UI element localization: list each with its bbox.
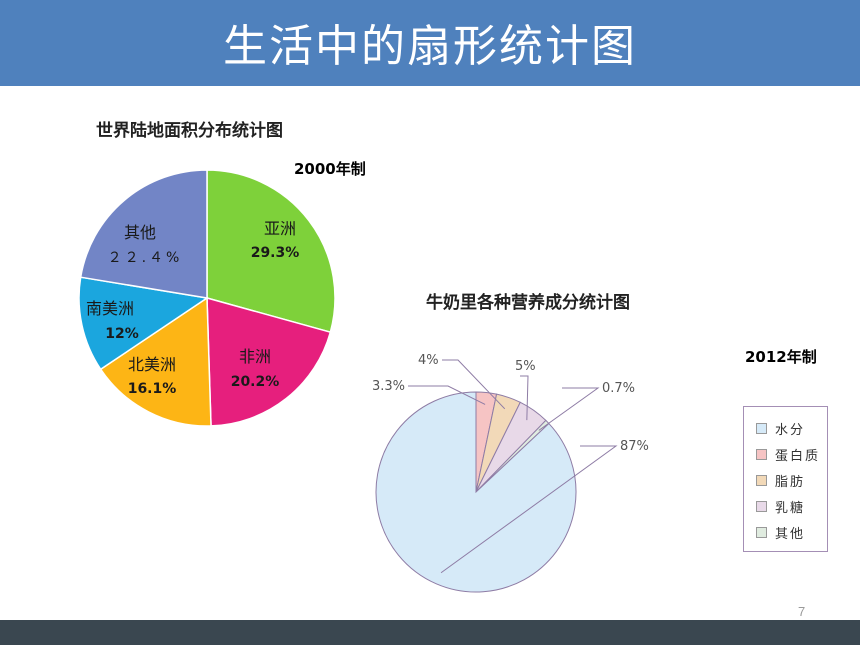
chart2-year-note: 2012年制 — [745, 348, 817, 366]
leader-line — [408, 385, 486, 405]
page-number: 7 — [798, 604, 806, 619]
slice-name-label: 非洲 — [239, 347, 271, 366]
slice-value-label: 29.3% — [251, 245, 300, 261]
leader-line — [442, 359, 506, 410]
slice-name-label: 北美洲 — [128, 355, 176, 374]
leader-line — [440, 445, 618, 574]
pie-slice — [206, 297, 332, 427]
legend-swatch — [756, 526, 767, 538]
slide-title: 生活中的扇形统计图 — [223, 21, 637, 72]
legend-swatch — [756, 448, 767, 460]
legend-item: 乳糖 — [756, 497, 806, 516]
slice-value-label: 0.7% — [602, 381, 635, 396]
chart1-title: 世界陆地面积分布统计图 — [96, 121, 283, 141]
slice-value-label: ２２.４% — [108, 250, 183, 266]
slice-name-label: 其他 — [124, 223, 156, 242]
slice-value-label: 87% — [620, 439, 649, 454]
slice-value-label: 16.1% — [128, 381, 177, 397]
legend-swatch — [756, 422, 767, 434]
chart1-year-note: 2000年制 — [294, 160, 366, 178]
legend-label: 水分 — [775, 422, 806, 438]
legend-item: 脂肪 — [756, 471, 806, 490]
legend-item: 水分 — [756, 419, 806, 438]
chart2-legend: 水分 蛋白质 脂肪 乳糖 其他 — [743, 406, 828, 552]
land-area-pie-chart: 亚洲 29.3% 非洲 20.2% 北美洲 16.1% 南美洲 12% 其他 ２２.４% — [78, 169, 336, 427]
slice-value-label: 12% — [105, 326, 139, 342]
slice-value-label: 3.3% — [372, 379, 405, 394]
slice-value-label: 5% — [515, 359, 536, 374]
legend-label: 脂肪 — [775, 474, 806, 490]
legend-item: 其他 — [756, 523, 806, 542]
legend-swatch — [756, 474, 767, 486]
legend-item: 蛋白质 — [756, 445, 821, 464]
chart2-title: 牛奶里各种营养成分统计图 — [426, 293, 630, 313]
slice-name-label: 亚洲 — [264, 219, 296, 238]
pie-slice — [78, 276, 209, 371]
legend-swatch — [756, 500, 767, 512]
pie-slice — [79, 169, 208, 299]
legend-label: 蛋白质 — [775, 448, 821, 464]
legend-label: 乳糖 — [775, 500, 806, 516]
legend-label: 其他 — [775, 526, 806, 542]
slice-name-label: 南美洲 — [86, 299, 134, 318]
milk-nutrients-pie-chart: 3.3% 4% 5% 0.7% 87% — [372, 353, 649, 593]
slide-footer — [0, 620, 860, 645]
pie-slice — [375, 391, 577, 593]
leader-line — [520, 375, 529, 421]
pie-slice — [99, 296, 212, 427]
pie-slice — [206, 169, 336, 334]
slice-value-label: 20.2% — [231, 374, 280, 390]
leader-line — [538, 387, 600, 431]
slice-value-label: 4% — [418, 353, 439, 368]
slide-header: 生活中的扇形统计图 — [0, 0, 860, 86]
